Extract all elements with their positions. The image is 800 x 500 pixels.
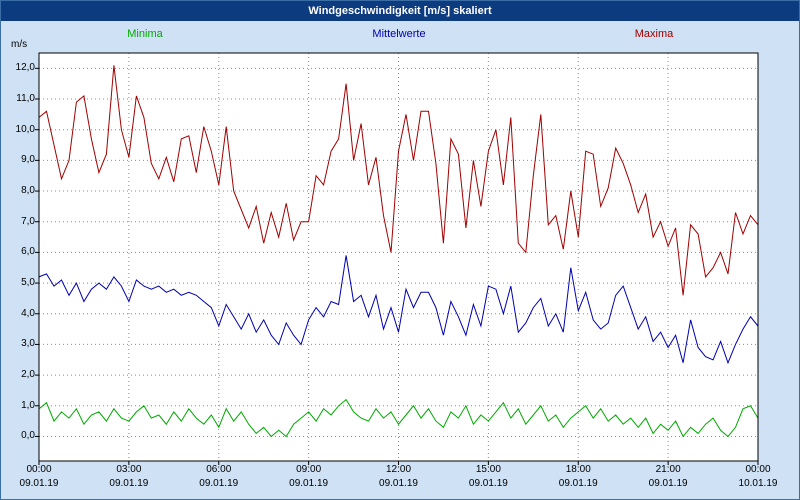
x-axis-date-label: 10.01.19 bbox=[738, 478, 778, 489]
series-line-maxima bbox=[38, 65, 759, 296]
legend-item-mittelwerte: Mittelwerte bbox=[372, 28, 426, 40]
x-axis-time-label: 06:00 bbox=[206, 464, 232, 475]
legend-item-minima: Minima bbox=[127, 28, 163, 40]
y-axis-tick-label: 11,0 bbox=[16, 93, 35, 104]
y-axis-tick-label: 9,0 bbox=[21, 154, 35, 166]
x-axis-date-label: 09.01.19 bbox=[379, 478, 418, 489]
y-axis-tick-label: 0,0 bbox=[21, 430, 35, 442]
plot-border bbox=[38, 52, 759, 462]
x-axis-time-label: 09:00 bbox=[296, 464, 322, 475]
y-axis-tick-label: 6,0 bbox=[21, 246, 35, 258]
x-axis-date-label: 09.01.19 bbox=[468, 478, 508, 489]
y-axis-tick-label: 4,0 bbox=[21, 307, 35, 319]
x-axis-date-label: 09.01.19 bbox=[648, 478, 688, 489]
x-axis-time-label: 03:00 bbox=[116, 464, 142, 475]
x-axis-time-label: 12:00 bbox=[385, 464, 412, 475]
y-axis-tick-label: 8,0 bbox=[21, 185, 35, 197]
x-axis-time-label: 15:00 bbox=[475, 464, 501, 475]
y-axis-tick-label: 1,0 bbox=[21, 399, 35, 411]
x-axis-date-label: 09.01.19 bbox=[109, 478, 149, 489]
y-axis-unit-label: m/s bbox=[11, 39, 28, 50]
x-axis-time-label: 18:00 bbox=[565, 464, 591, 475]
x-axis-time-label: 00:00 bbox=[26, 464, 52, 475]
y-axis-tick-label: 10,0 bbox=[15, 123, 35, 135]
x-axis-time-label: 00:00 bbox=[745, 464, 771, 475]
series-line-mittelwerte bbox=[38, 255, 759, 365]
y-axis-tick-label: 5,0 bbox=[21, 277, 35, 289]
x-axis-date-label: 09.01.19 bbox=[19, 478, 59, 489]
y-axis-tick-label: 3,0 bbox=[21, 338, 35, 350]
window-title: Windgeschwindigkeit [m/s] skaliert bbox=[308, 5, 492, 17]
y-axis-tick-label: 7,0 bbox=[21, 215, 35, 227]
x-axis-date-label: 09.01.19 bbox=[199, 478, 239, 489]
series-line-minima bbox=[38, 398, 759, 438]
legend-item-maxima: Maxima bbox=[634, 28, 674, 40]
title-bar: Windgeschwindigkeit [m/s] skaliert bbox=[1, 1, 799, 21]
x-axis-time-label: 21:00 bbox=[655, 464, 681, 475]
y-axis-tick-label: 2,0 bbox=[21, 369, 35, 381]
x-axis-date-label: 09.01.19 bbox=[289, 478, 329, 489]
x-axis-date-label: 09.01.19 bbox=[558, 478, 598, 489]
y-axis-tick-label: 12,0 bbox=[15, 62, 35, 74]
